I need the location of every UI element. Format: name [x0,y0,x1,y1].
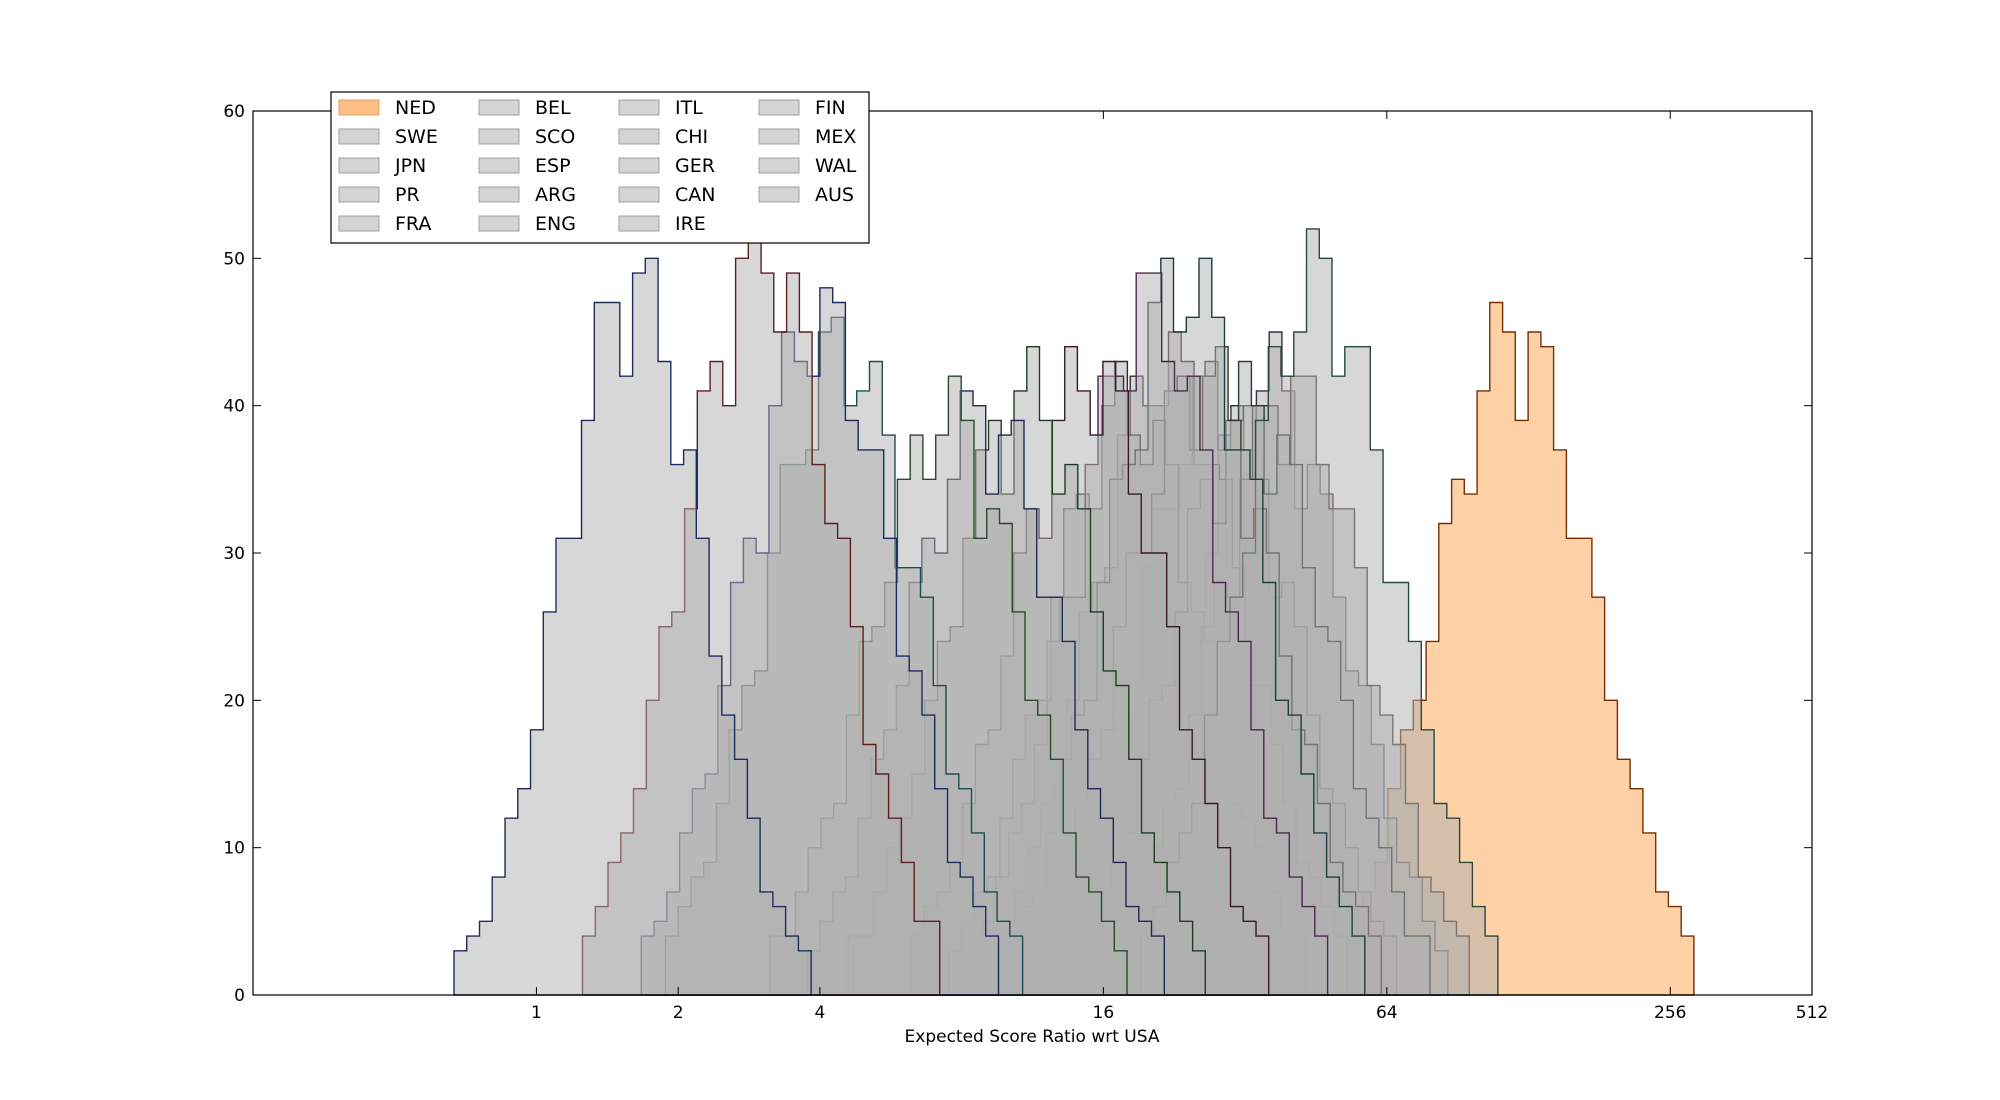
legend-label-sco: SCO [535,126,575,148]
legend-swatch-ger [618,157,660,174]
series-aus-histogram [453,257,812,996]
legend-label-pr: PR [395,184,420,206]
histogram-series-layer [453,198,1695,996]
legend-swatch-chi [618,128,660,145]
y-tick-label: 30 [223,544,245,564]
x-tick-label: 512 [1796,1003,1828,1023]
y-tick-label: 40 [223,397,245,417]
x-tick-label: 256 [1654,1003,1686,1023]
legend-label-can: CAN [675,184,715,206]
legend: NED SWE JPN PR FRA BEL SCO ESP ARG ENG ITL CHI GER CA… [330,91,870,244]
x-axis-label: Expected Score Ratio wrt USA [905,1027,1160,1047]
legend-label-fin: FIN [815,97,846,119]
y-tick-label: 60 [223,102,245,122]
legend-label-ger: GER [675,155,715,177]
legend-swatch-mex [758,128,800,145]
legend-label-ire: IRE [675,213,706,235]
legend-label-mex: MEX [815,126,856,148]
y-tick-label: 50 [223,249,245,269]
y-tick-label: 10 [223,839,245,859]
legend-swatch-fra [338,215,380,232]
y-tick-label: 0 [234,986,245,1006]
legend-swatch-pr [338,186,380,203]
legend-swatch-fin [758,99,800,116]
legend-label-itl: ITL [675,97,703,119]
x-axis: 1 2 4 16 64 256 512 [531,111,1828,1023]
x-tick-label: 4 [814,1003,825,1023]
legend-swatch-aus [758,186,800,203]
legend-label-swe: SWE [395,126,438,148]
legend-label-wal: WAL [815,155,857,177]
x-tick-label: 2 [673,1003,684,1023]
legend-label-aus: AUS [815,184,854,206]
legend-swatch-sco [478,128,520,145]
y-axis: 0 10 20 30 40 50 60 [223,102,1812,1006]
x-tick-label: 16 [1093,1003,1115,1023]
x-tick-label: 64 [1376,1003,1398,1023]
legend-swatch-wal [758,157,800,174]
legend-swatch-can [618,186,660,203]
x-tick-label: 1 [531,1003,542,1023]
legend-swatch-bel [478,99,520,116]
legend-label-jpn: JPN [394,155,426,177]
legend-label-chi: CHI [675,126,708,148]
legend-swatch-itl [618,99,660,116]
legend-swatch-eng [478,215,520,232]
legend-swatch-arg [478,186,520,203]
y-tick-label: 20 [223,691,245,711]
legend-label-arg: ARG [535,184,576,206]
legend-swatch-swe [338,128,380,145]
legend-swatch-ned [338,99,380,116]
legend-label-bel: BEL [535,97,571,119]
legend-swatch-jpn [338,157,380,174]
legend-label-fra: FRA [395,213,431,235]
legend-swatch-esp [478,157,520,174]
legend-swatch-ire [618,215,660,232]
legend-label-esp: ESP [535,155,571,177]
legend-label-ned: NED [395,97,436,119]
legend-label-eng: ENG [535,213,576,235]
